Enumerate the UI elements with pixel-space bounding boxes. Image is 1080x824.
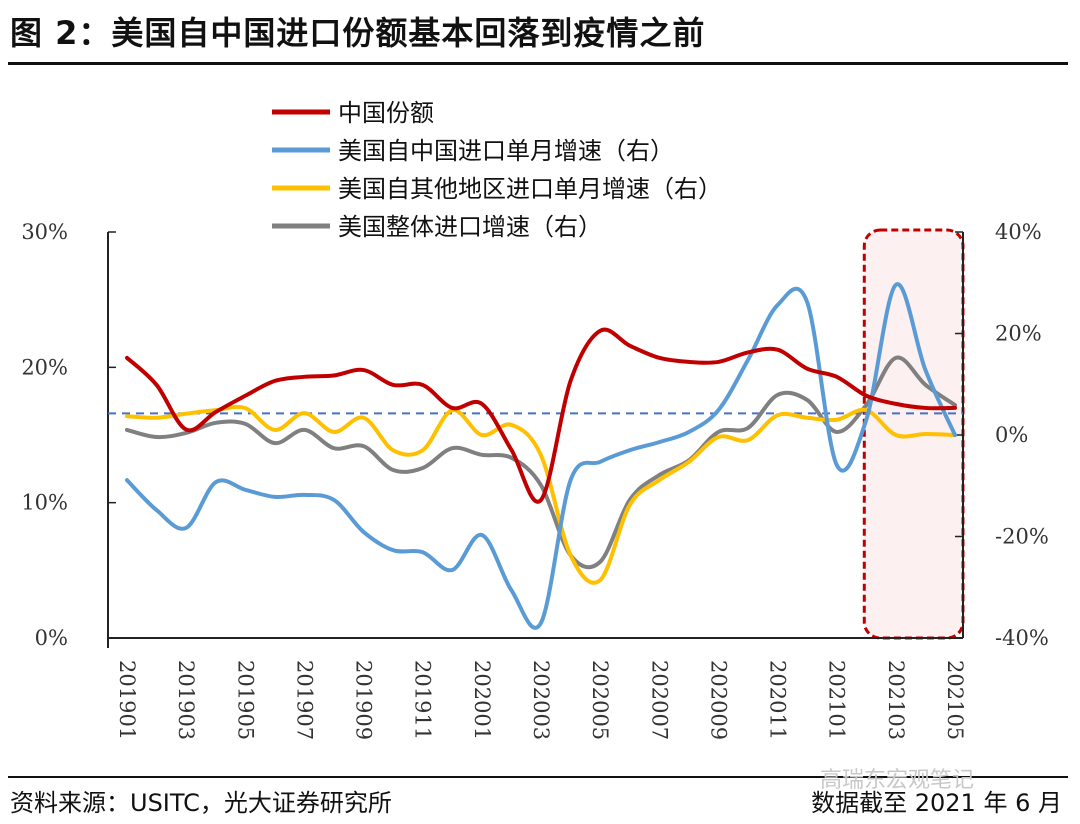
- right-tick-label: 20%: [995, 322, 1042, 346]
- x-tick-label: 202101: [825, 660, 849, 740]
- x-tick-label: 202003: [529, 660, 553, 740]
- title-rule: [8, 62, 1068, 65]
- footer-rule: [8, 776, 1068, 778]
- left-tick-label: 30%: [21, 220, 68, 244]
- x-tick-label: 201911: [411, 660, 435, 740]
- right-tick-label: 0%: [995, 423, 1028, 447]
- legend-label: 美国整体进口增速（右）: [338, 213, 602, 241]
- x-tick-label: 201907: [292, 660, 316, 740]
- x-tick-label: 202011: [766, 660, 790, 740]
- series-line-3: [125, 355, 957, 570]
- x-tick-label: 202103: [884, 660, 908, 740]
- left-tick-label: 0%: [35, 626, 68, 650]
- series-line-1: [125, 282, 957, 630]
- x-tick-label: 202005: [588, 660, 612, 740]
- x-tick-label: 201909: [352, 660, 376, 740]
- series-line-2: [125, 404, 957, 585]
- x-tick-label: 202001: [470, 660, 494, 740]
- x-tick-label: 202007: [647, 660, 671, 740]
- left-tick-label: 20%: [21, 355, 68, 379]
- data-cutoff-note: 数据截至 2021 年 6 月: [811, 789, 1062, 817]
- x-tick-label: 202009: [706, 660, 730, 740]
- right-tick-label: -20%: [995, 525, 1049, 549]
- figure-title: 图 2：美国自中国进口份额基本回落到疫情之前: [10, 14, 706, 52]
- x-tick-label: 201905: [233, 660, 257, 740]
- source-note: 资料来源：USITC，光大证券研究所: [10, 789, 392, 817]
- x-tick-label: 202105: [943, 660, 967, 740]
- series-line-0: [125, 327, 957, 504]
- legend-label: 美国自其他地区进口单月增速（右）: [338, 175, 722, 203]
- right-tick-label: -40%: [995, 626, 1049, 650]
- left-tick-label: 10%: [21, 491, 68, 515]
- legend-label: 美国自中国进口单月增速（右）: [338, 137, 674, 165]
- watermark: 高瑞东宏观笔记: [820, 768, 975, 793]
- right-tick-label: 40%: [995, 220, 1042, 244]
- legend-label: 中国份额: [338, 99, 434, 127]
- x-tick-label: 201903: [174, 660, 198, 740]
- x-tick-label: 201901: [115, 660, 139, 740]
